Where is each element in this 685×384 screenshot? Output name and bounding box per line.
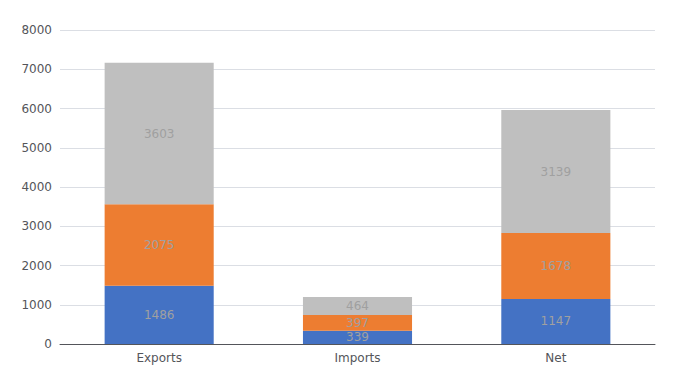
svg-text:2000: 2000 — [21, 259, 52, 273]
svg-text:464: 464 — [346, 299, 369, 313]
svg-text:8000: 8000 — [21, 23, 52, 37]
svg-text:3603: 3603 — [144, 127, 175, 141]
svg-text:3000: 3000 — [21, 219, 52, 233]
svg-text:4000: 4000 — [21, 180, 52, 194]
svg-text:3139: 3139 — [541, 165, 572, 179]
svg-text:5000: 5000 — [21, 141, 52, 155]
svg-text:7000: 7000 — [21, 62, 52, 76]
svg-text:339: 339 — [346, 330, 369, 344]
svg-text:Imports: Imports — [334, 351, 380, 365]
svg-text:0: 0 — [44, 337, 52, 351]
svg-text:1486: 1486 — [144, 308, 175, 322]
svg-text:6000: 6000 — [21, 102, 52, 116]
svg-text:Exports: Exports — [136, 351, 182, 365]
svg-text:Net: Net — [545, 351, 566, 365]
svg-text:2075: 2075 — [144, 238, 175, 252]
svg-text:1000: 1000 — [21, 298, 52, 312]
svg-text:1678: 1678 — [541, 259, 572, 273]
svg-text:1147: 1147 — [541, 314, 572, 328]
svg-text:397: 397 — [346, 316, 369, 330]
